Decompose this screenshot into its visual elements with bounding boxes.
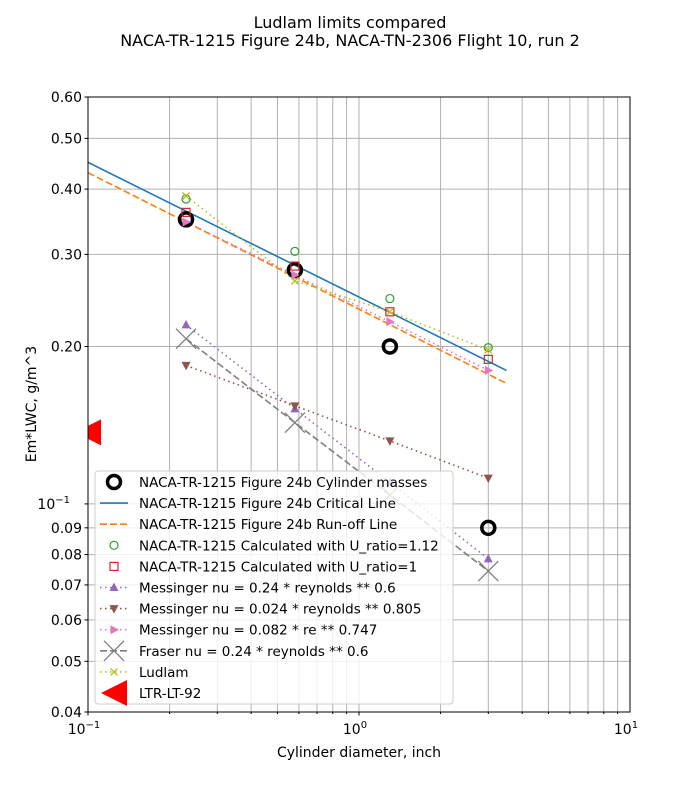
legend-entry: Ludlam xyxy=(100,665,189,681)
x-tick-exponent: 0 xyxy=(361,720,367,731)
legend-label: NACA-TR-1215 Figure 24b Cylinder masses xyxy=(139,475,427,491)
data-point xyxy=(109,605,119,614)
data-point xyxy=(385,437,395,446)
data-point xyxy=(109,582,119,591)
x-tick-label: 101 xyxy=(614,720,638,738)
chart-title: Ludlam limits compared xyxy=(254,13,447,32)
chart-subtitle: NACA-TR-1215 Figure 24b, NACA-TN-2306 Fl… xyxy=(120,31,580,50)
data-point xyxy=(175,328,197,350)
series-line xyxy=(185,364,489,479)
y-tick-label: 0.09 xyxy=(51,521,82,537)
legend: NACA-TR-1215 Figure 24b Cylinder masses N… xyxy=(94,470,454,706)
legend-entry: NACA-TR-1215 Calculated with U_ratio=1.1… xyxy=(109,538,439,554)
y-tick-label: 0.06 xyxy=(51,613,82,629)
data-point xyxy=(181,319,191,329)
data-point xyxy=(385,307,395,317)
y-tick-label: 0.20 xyxy=(51,339,82,355)
data-point xyxy=(290,261,300,271)
data-point xyxy=(290,246,300,257)
legend-label: LTR-LT-92 xyxy=(139,686,201,702)
data-point xyxy=(105,473,123,491)
y-tick-label: 0.60 xyxy=(51,90,82,106)
data-point xyxy=(290,402,300,411)
data-point xyxy=(177,211,195,228)
legend-label: NACA-TR-1215 Calculated with U_ratio=1.1… xyxy=(139,538,439,554)
legend-entry: NACA-TR-1215 Figure 24b Cylinder masses xyxy=(105,473,427,491)
legend-label: NACA-TR-1215 Figure 24b Run-off Line xyxy=(139,517,397,533)
y-tick-label: 0.08 xyxy=(51,548,82,564)
legend-entry: Messinger nu = 0.082 * re ** 0.747 xyxy=(100,623,377,639)
legend-entry: Messinger nu = 0.24 * reynolds ** 0.6 xyxy=(100,581,396,597)
legend-entry: NACA-TR-1215 Figure 24b Run-off Line xyxy=(100,517,397,533)
y-tick-label: 0.40 xyxy=(51,182,82,198)
y-tick-label: 0.30 xyxy=(51,247,82,263)
data-point xyxy=(291,270,300,280)
data-point xyxy=(483,553,493,563)
data-point xyxy=(484,345,493,354)
series-line xyxy=(88,161,507,372)
x-tick-exponent: 1 xyxy=(632,720,638,731)
data-point xyxy=(386,317,395,327)
data-point xyxy=(484,365,494,375)
data-point xyxy=(290,276,299,285)
legend-box xyxy=(94,470,454,705)
data-point xyxy=(483,354,493,364)
data-point xyxy=(385,307,394,316)
legend-label: NACA-TR-1215 Calculated with U_ratio=1 xyxy=(139,559,417,575)
series-line xyxy=(185,195,489,351)
legend-label: Fraser nu = 0.24 * reynolds ** 0.6 xyxy=(139,644,368,660)
data-point xyxy=(181,194,191,204)
legend-entry: Messinger nu = 0.024 * reynolds ** 0.805 xyxy=(100,602,421,618)
legend-entry: LTR-LT-92 xyxy=(101,680,201,706)
data-point xyxy=(182,217,192,227)
data-point xyxy=(88,419,101,446)
legend-entry: NACA-TR-1215 Figure 24b Critical Line xyxy=(100,496,396,512)
x-tick-label: 100 xyxy=(343,720,367,738)
y-tick-exponent: −1 xyxy=(55,495,70,506)
data-point xyxy=(381,338,399,355)
y-tick-label: 0.05 xyxy=(51,654,82,670)
legend-label: NACA-TR-1215 Figure 24b Critical Line xyxy=(139,496,396,512)
legend-label: Messinger nu = 0.24 * reynolds ** 0.6 xyxy=(139,581,396,597)
data-point xyxy=(480,519,497,537)
data-point xyxy=(477,560,499,582)
legend-label: Messinger nu = 0.082 * re ** 0.747 xyxy=(139,623,377,639)
x-axis-label: Cylinder diameter, inch xyxy=(277,745,441,761)
legend-entry: Fraser nu = 0.24 * reynolds ** 0.6 xyxy=(100,640,368,662)
y-tick-label: 0.04 xyxy=(51,705,82,721)
data-point xyxy=(181,207,191,217)
y-tick-label: 0.50 xyxy=(51,131,82,147)
y-axis-label: Em*LWC, g/m^3 xyxy=(24,346,40,462)
data-point xyxy=(110,667,118,676)
data-point xyxy=(103,640,125,662)
series-line xyxy=(185,221,489,372)
data-point xyxy=(181,361,191,371)
y-tick-label: 0.07 xyxy=(51,578,82,594)
data-point xyxy=(284,412,306,434)
data-point xyxy=(483,474,493,484)
data-point xyxy=(101,680,127,706)
data-point xyxy=(109,561,119,572)
y-tick-label: 10−1 xyxy=(37,495,70,513)
x-tick-exponent: −1 xyxy=(86,720,101,731)
data-point xyxy=(483,343,493,353)
plot-area xyxy=(88,161,507,582)
legend-entry: NACA-TR-1215 Calculated with U_ratio=1 xyxy=(109,559,417,575)
legend-label: Messinger nu = 0.024 * reynolds ** 0.805 xyxy=(139,602,421,618)
data-point xyxy=(110,625,119,635)
legend-label: Ludlam xyxy=(139,665,189,681)
data-point xyxy=(109,540,119,550)
data-point xyxy=(385,293,395,304)
x-tick-label: 10−1 xyxy=(68,720,101,738)
data-point xyxy=(182,192,190,200)
